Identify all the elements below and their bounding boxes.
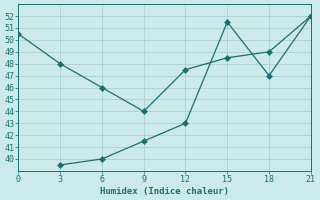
- X-axis label: Humidex (Indice chaleur): Humidex (Indice chaleur): [100, 187, 229, 196]
